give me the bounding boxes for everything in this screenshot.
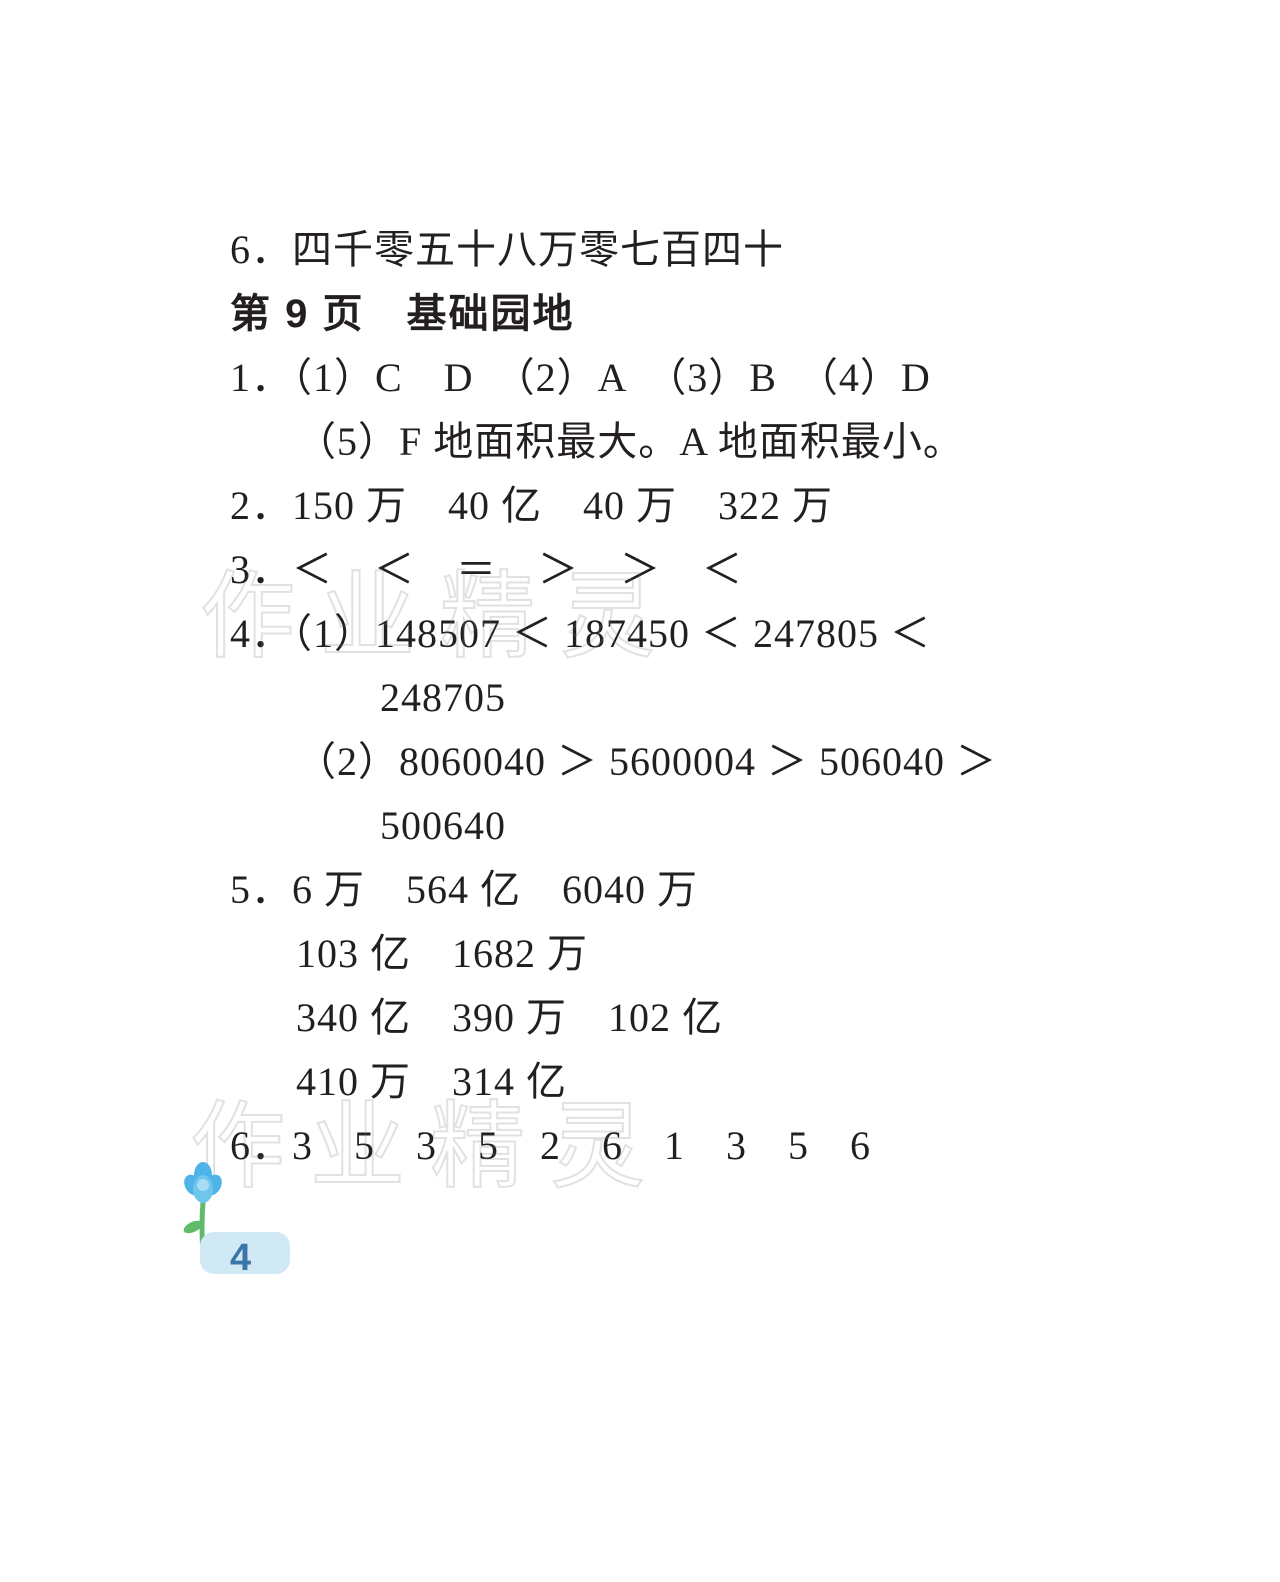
- answer-line-4-sub2: （2）8060040 ＞ 5600004 ＞ 506040 ＞: [230, 742, 1100, 782]
- section-header: 第 9 页 基础园地: [230, 294, 1100, 334]
- answer-line-1: 1．（1）C D （2）A （3）B （4）D: [230, 358, 1100, 398]
- answer-line-5: 5．6 万 564 亿 6040 万: [230, 870, 1100, 910]
- answer-line-6-top: 6．四千零五十八万零七百四十: [230, 230, 1100, 270]
- document-page: 6．四千零五十八万零七百四十 第 9 页 基础园地 1．（1）C D （2）A …: [0, 0, 1280, 1290]
- answer-line-6: 6．3 5 3 5 2 6 1 3 5 6: [230, 1126, 1100, 1166]
- answer-line-1-sub: （5）F 地面积最大。A 地面积最小。: [230, 422, 1100, 462]
- answer-line-3: 3．＜ ＜ ＝ ＞ ＞ ＜: [230, 550, 1100, 590]
- answer-line-4-sub1: 248705: [230, 678, 1100, 718]
- answer-line-4-sub3: 500640: [230, 806, 1100, 846]
- answer-line-5-sub1: 103 亿 1682 万: [230, 934, 1100, 974]
- answer-line-4: 4．（1）148507 ＜ 187450 ＜ 247805 ＜: [230, 614, 1100, 654]
- page-number: 4: [230, 1237, 251, 1280]
- answer-line-5-sub2: 340 亿 390 万 102 亿: [230, 998, 1100, 1038]
- answer-line-2: 2．150 万 40 亿 40 万 322 万: [230, 486, 1100, 526]
- answer-line-5-sub3: 410 万 314 亿: [230, 1062, 1100, 1102]
- page-number-badge: 4: [175, 1157, 305, 1277]
